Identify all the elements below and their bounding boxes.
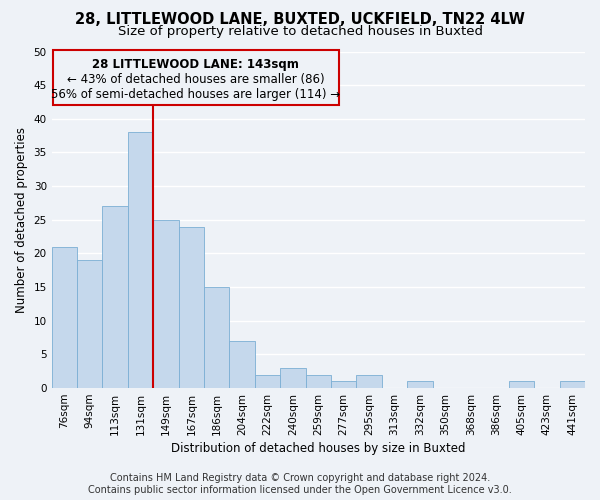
Bar	[331, 382, 356, 388]
Text: 28 LITTLEWOOD LANE: 143sqm: 28 LITTLEWOOD LANE: 143sqm	[92, 58, 299, 71]
Bar	[229, 341, 255, 388]
Bar	[153, 220, 179, 388]
Y-axis label: Number of detached properties: Number of detached properties	[15, 127, 28, 313]
Bar	[560, 382, 585, 388]
Bar	[103, 206, 128, 388]
FancyBboxPatch shape	[53, 50, 338, 106]
Text: Size of property relative to detached houses in Buxted: Size of property relative to detached ho…	[118, 25, 482, 38]
X-axis label: Distribution of detached houses by size in Buxted: Distribution of detached houses by size …	[171, 442, 466, 455]
Bar	[356, 374, 382, 388]
Bar	[52, 246, 77, 388]
Text: ← 43% of detached houses are smaller (86): ← 43% of detached houses are smaller (86…	[67, 73, 325, 86]
Bar	[305, 374, 331, 388]
Text: 56% of semi-detached houses are larger (114) →: 56% of semi-detached houses are larger (…	[51, 88, 340, 101]
Bar	[509, 382, 534, 388]
Bar	[280, 368, 305, 388]
Bar	[77, 260, 103, 388]
Bar	[255, 374, 280, 388]
Bar	[179, 226, 204, 388]
Text: 28, LITTLEWOOD LANE, BUXTED, UCKFIELD, TN22 4LW: 28, LITTLEWOOD LANE, BUXTED, UCKFIELD, T…	[75, 12, 525, 28]
Bar	[204, 287, 229, 388]
Bar	[128, 132, 153, 388]
Bar	[407, 382, 433, 388]
Text: Contains HM Land Registry data © Crown copyright and database right 2024.
Contai: Contains HM Land Registry data © Crown c…	[88, 474, 512, 495]
